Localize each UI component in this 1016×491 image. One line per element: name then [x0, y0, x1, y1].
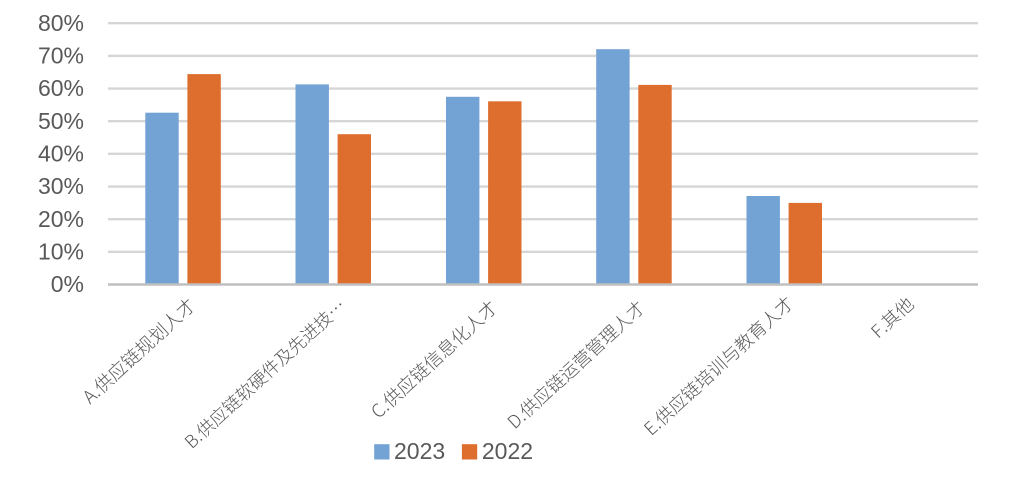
svg-text:50%: 50% — [38, 108, 84, 134]
svg-text:30%: 30% — [38, 173, 84, 199]
svg-text:40%: 40% — [38, 141, 84, 167]
svg-text:2023: 2023 — [394, 438, 445, 464]
svg-text:70%: 70% — [38, 43, 84, 69]
svg-text:60%: 60% — [38, 75, 84, 101]
svg-text:10%: 10% — [38, 239, 84, 265]
svg-text:20%: 20% — [38, 206, 84, 232]
svg-text:2022: 2022 — [482, 438, 533, 464]
svg-text:0%: 0% — [51, 271, 84, 297]
svg-text:80%: 80% — [38, 10, 84, 36]
